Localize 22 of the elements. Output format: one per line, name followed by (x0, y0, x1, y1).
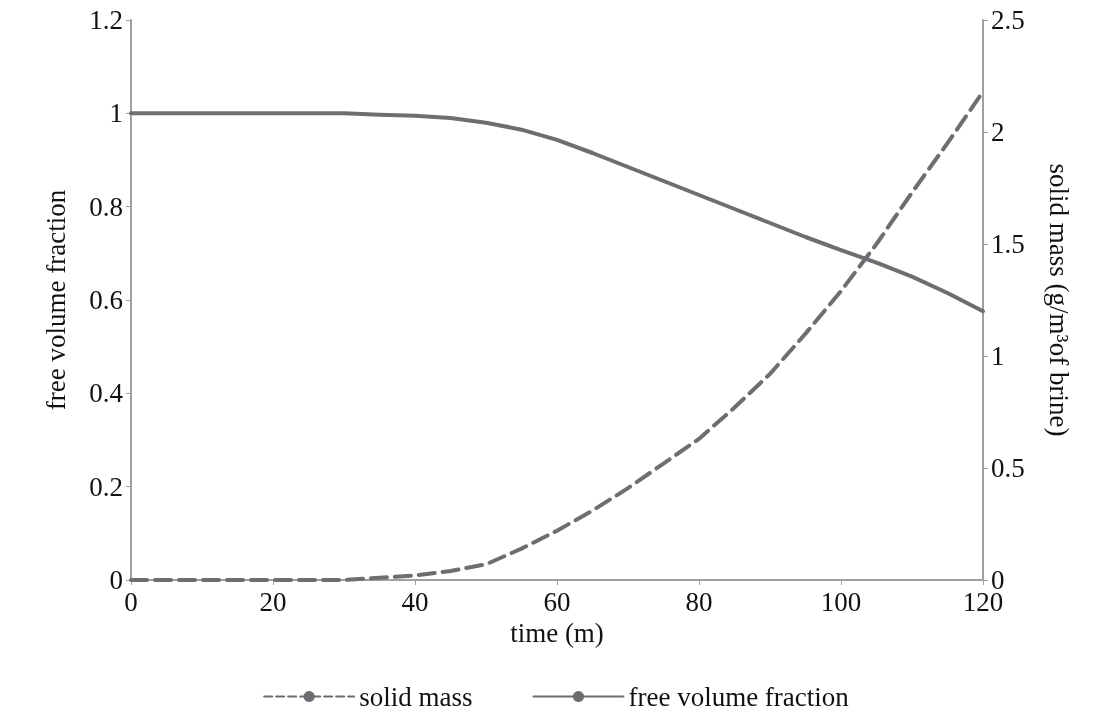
y2-axis-title: solid mass (g/m³of brine) (1043, 163, 1074, 437)
y-tick-label: 0.4 (89, 378, 124, 409)
y-tick-label: 0.8 (89, 191, 123, 222)
y2-tick-label: 2.5 (991, 5, 1025, 35)
y-tick-label: 0.2 (89, 471, 123, 502)
y2-tick-label: 1.5 (991, 229, 1025, 259)
y2-tick-label: 1 (991, 341, 1005, 371)
x-tick-label: 20 (259, 586, 287, 617)
legend-label: free volume fraction (628, 681, 850, 712)
y-tick-label: 1.2 (89, 5, 123, 35)
x-tick-label: 40 (401, 586, 429, 617)
x-tick-label: 60 (543, 586, 571, 617)
y-tick-label: 0 (109, 565, 123, 595)
legend-label: solid mass (359, 681, 473, 712)
x-tick-label: 100 (820, 586, 862, 617)
y-tick-label: 1 (109, 98, 123, 129)
x-axis-title: time (m) (510, 618, 604, 649)
y-tick-label: 0.6 (89, 285, 123, 315)
x-tick-label: 80 (685, 586, 713, 617)
y2-tick-label: 0.5 (991, 453, 1025, 483)
y2-tick-label: 2 (991, 117, 1005, 147)
y-axis-title: free volume fraction (40, 189, 71, 411)
